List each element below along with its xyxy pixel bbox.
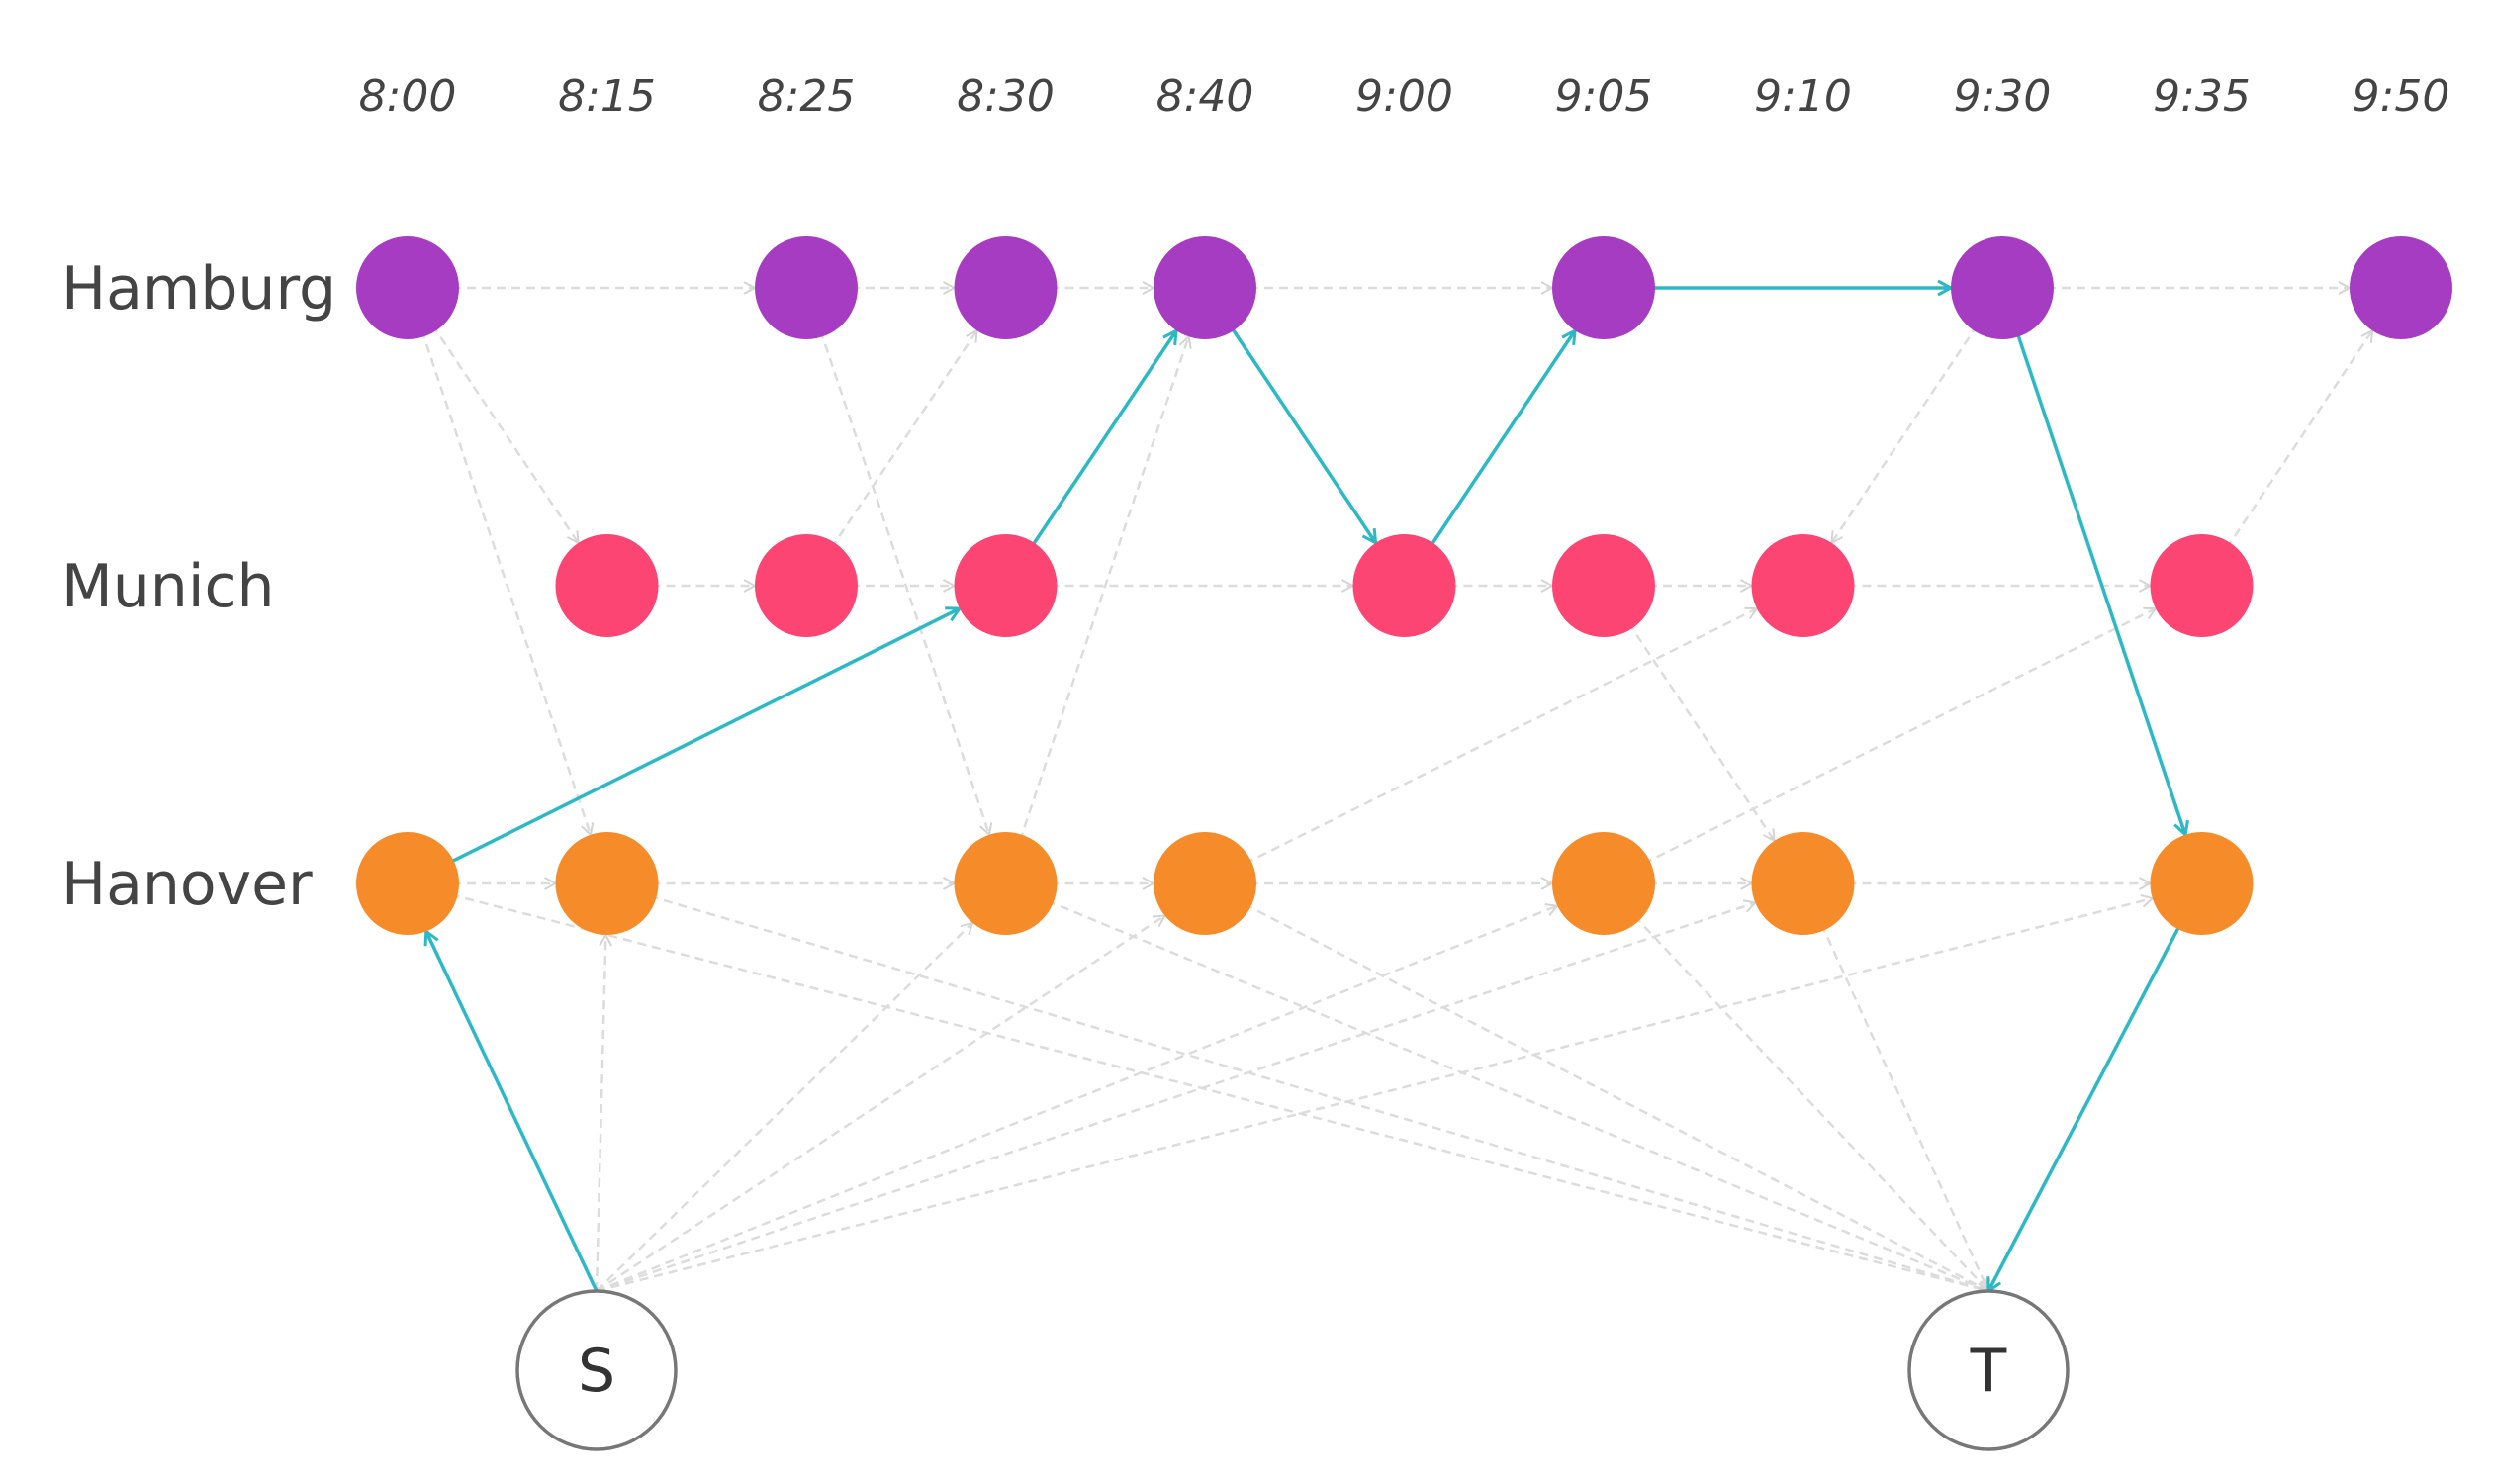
city-label-munich: Munich [61,552,275,621]
edge-s-to-hanover-1 [595,935,605,1292]
node-hamburg-8-00 [356,236,459,339]
node-hamburg-9-30 [1951,236,2054,339]
node-hanover-9-10 [1751,832,1855,935]
node-munich-9-35 [2150,534,2254,637]
node-hanover-8-00 [356,832,459,935]
node-hamburg-9-05 [1552,236,1655,339]
time-label-9-30: 9:30 [1954,71,2052,122]
node-hamburg-9-50 [2350,236,2452,339]
edge-s-to-hanover-6 [596,906,1557,1293]
edge-hanover-4-to-munich-7 [1204,608,1757,885]
terminal-circle-t [1907,1289,2070,1451]
station-event-nodes [356,236,2452,935]
terminal-label-t: T [1970,1337,2007,1406]
terminal-label-s: S [578,1337,615,1406]
time-label-8-15: 8:15 [558,71,656,122]
edge-hanover-6-to-t [1603,882,1988,1291]
city-label-hamburg: Hamburg [61,254,336,324]
time-label-8-30: 8:30 [957,71,1055,122]
city-labels: Hamburg Munich Hanover [61,254,336,919]
node-hamburg-8-30 [954,236,1058,339]
edge-s-to-hanover-4 [596,915,1164,1293]
time-label-8-25: 8:25 [758,71,856,122]
time-label-9-35: 9:35 [2153,71,2251,122]
node-hanover-8-30 [954,832,1058,935]
edge-s-to-hanover-9 [596,898,2153,1293]
time-label-9-00: 9:00 [1355,71,1453,122]
edge-hanover-3-to-hamburg-4 [1004,336,1189,884]
path-edge-hanover-0-to-munich-3 [407,608,960,885]
edge-s-to-hanover-7 [596,902,1755,1293]
node-munich-8-15 [555,534,659,637]
path-edge-hanover-9-to-t [1988,882,2204,1291]
city-label-hanover: Hanover [61,850,313,919]
time-label-8-40: 8:40 [1156,71,1254,122]
node-munich-9-05 [1552,534,1655,637]
edge-hanover-0-to-t [407,881,1988,1291]
terminal-t: T [1907,1289,2070,1451]
edge-hanover-1-to-t [606,881,1989,1291]
node-hamburg-8-40 [1154,236,1256,339]
terminal-s: S [515,1289,678,1451]
edge-hamburg-0-to-hanover-1 [406,287,591,835]
path-edge-s-to-hanover-0 [426,931,599,1292]
path-edge-hamburg-8-to-hanover-9 [2000,287,2185,835]
time-label-9-05: 9:05 [1555,71,1653,122]
edge-hanover-6-to-munich-9 [1603,608,2156,885]
edge-hanover-4-to-t [1204,881,1988,1291]
time-label-9-50: 9:50 [2353,71,2450,122]
terminal-circle-s [515,1289,678,1451]
connection-edges [406,287,2372,1293]
node-munich-9-10 [1751,534,1855,637]
node-hanover-9-35 [2150,832,2254,935]
time-label-8-00: 8:00 [359,71,457,122]
highlighted-path [407,287,2204,1292]
time-axis: 8:00 8:15 8:25 8:30 8:40 9:00 9:05 9:10 9:30 9:35… [359,71,2450,122]
node-hamburg-8-25 [755,236,858,339]
edge-hanover-7-to-t [1801,882,1989,1291]
node-munich-8-25 [755,534,858,637]
edge-s-to-hanover-3 [596,923,972,1292]
edge-hanover-3-to-t [1005,881,1989,1291]
edge-hamburg-2-to-hanover-3 [804,287,989,835]
node-hanover-8-40 [1154,832,1256,935]
node-hanover-9-05 [1552,832,1655,935]
time-label-9-10: 9:10 [1754,71,1852,122]
node-munich-9-00 [1352,534,1456,637]
node-munich-8-30 [954,534,1058,637]
node-hanover-8-15 [555,832,659,935]
